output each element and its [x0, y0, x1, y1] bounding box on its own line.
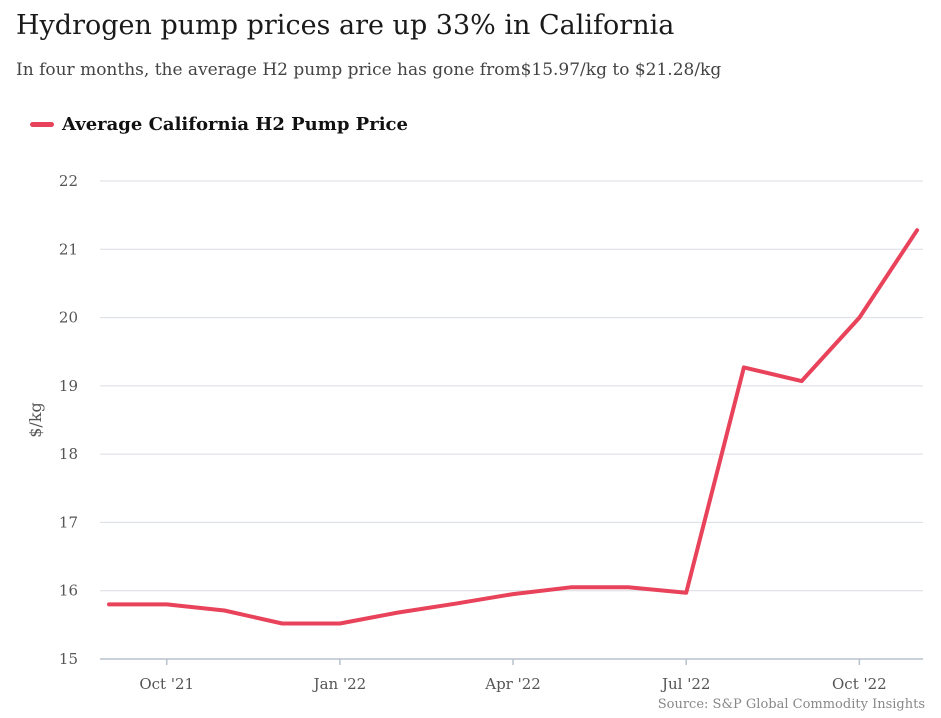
data-point[interactable] — [507, 588, 519, 600]
source-note: Source: S&P Global Commodity Insights — [657, 697, 925, 712]
x-tick-label: Jul '22 — [660, 675, 710, 693]
data-point[interactable] — [449, 598, 461, 610]
legend-label: Average California H2 Pump Price — [62, 114, 408, 135]
data-point[interactable] — [796, 375, 808, 387]
chart-title: Hydrogen pump prices are up 33% in Calif… — [16, 10, 675, 41]
data-point[interactable] — [334, 617, 346, 629]
data-point[interactable] — [161, 598, 173, 610]
y-tick-label: 21 — [59, 240, 78, 258]
data-point[interactable] — [911, 224, 923, 236]
x-tick-label: Oct '22 — [832, 675, 887, 693]
data-point[interactable] — [103, 598, 115, 610]
legend[interactable]: Average California H2 Pump Price — [30, 114, 408, 135]
y-tick-label: 16 — [59, 582, 78, 600]
y-tick-label: 15 — [59, 650, 78, 668]
data-point[interactable] — [218, 605, 230, 617]
y-axis-label: $/kg — [26, 402, 45, 438]
data-point[interactable] — [276, 617, 288, 629]
y-tick-label: 18 — [59, 445, 78, 463]
x-tick-label: Jan '22 — [312, 675, 367, 693]
y-tick-label: 20 — [59, 309, 78, 327]
x-axis: Oct '21 Jan '22 Apr '22 Jul '22 Oct '22 — [100, 658, 923, 693]
y-tick-label: 19 — [59, 377, 78, 395]
data-point[interactable] — [680, 587, 692, 599]
x-tick-label: Apr '22 — [484, 675, 541, 693]
x-tick-label: Oct '21 — [139, 675, 194, 693]
data-point[interactable] — [738, 361, 750, 373]
data-point[interactable] — [622, 581, 634, 593]
y-axis-ticks: 15 16 17 18 19 20 21 22 — [59, 172, 78, 668]
gridlines — [100, 180, 923, 592]
data-point[interactable] — [853, 312, 865, 324]
series-line[interactable] — [107, 228, 920, 626]
legend-swatch — [30, 122, 54, 127]
y-tick-label: 22 — [59, 172, 78, 190]
data-point[interactable] — [392, 607, 404, 619]
series-layer — [103, 224, 923, 629]
y-tick-label: 17 — [59, 513, 78, 531]
chart-subtitle: In four months, the average H2 pump pric… — [16, 60, 722, 80]
data-point[interactable] — [565, 581, 577, 593]
